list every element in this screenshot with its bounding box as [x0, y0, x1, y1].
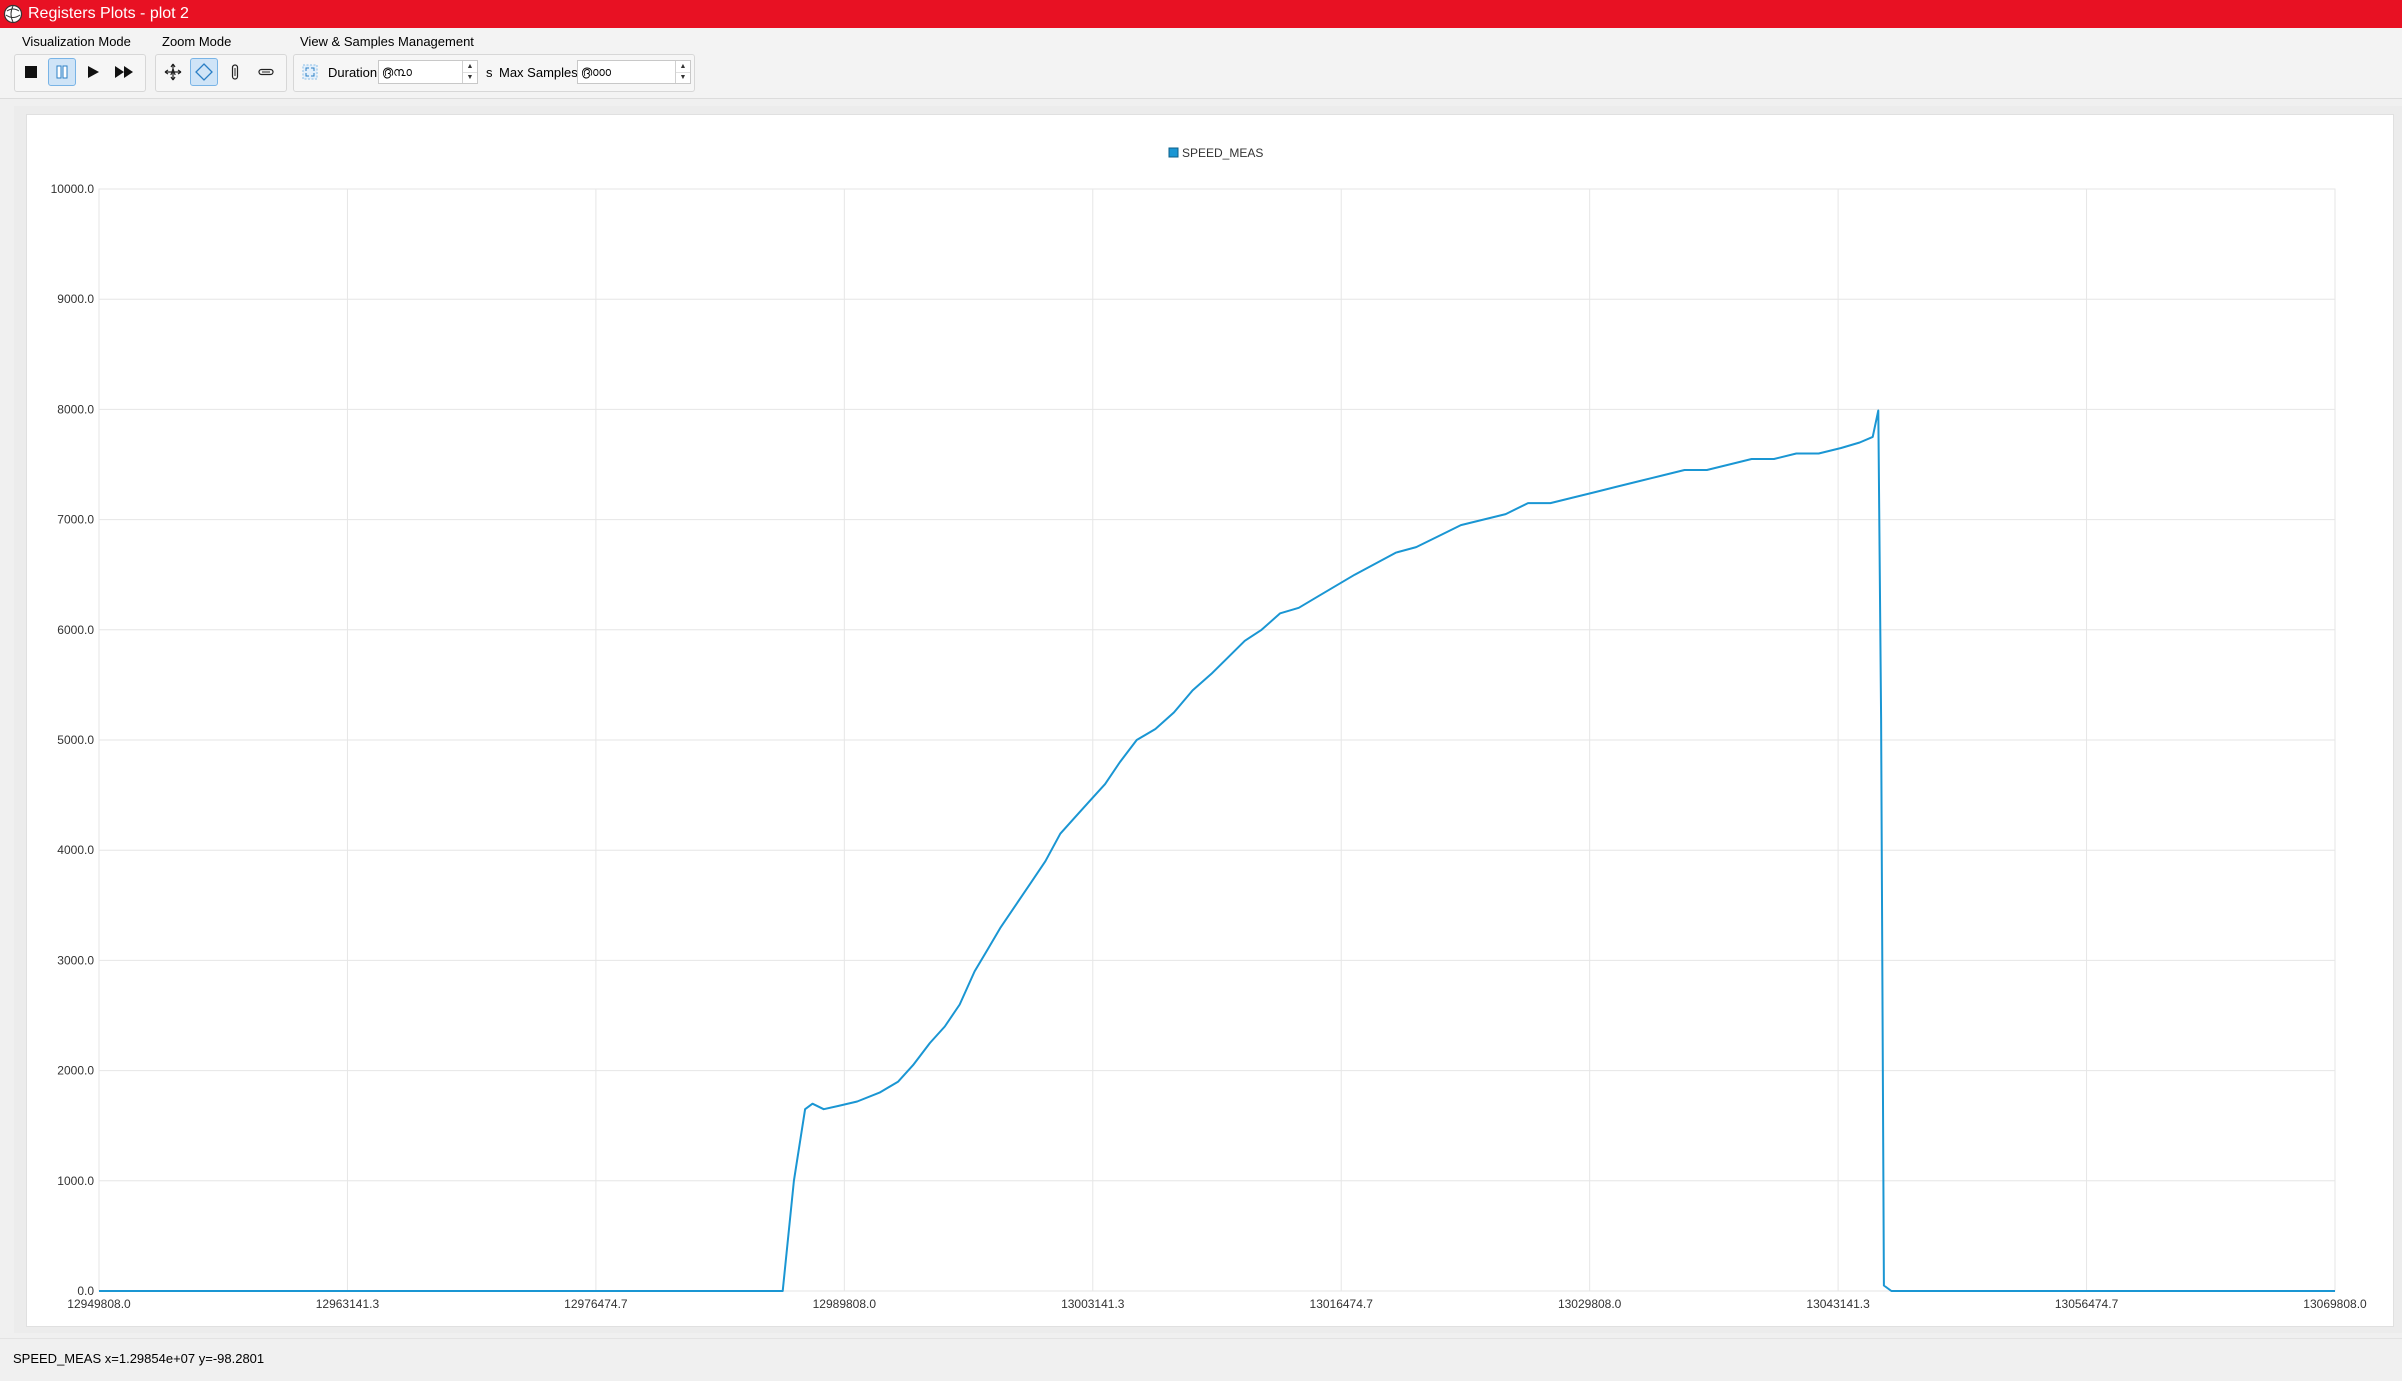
fast-forward-button[interactable] — [110, 58, 138, 86]
x-tick-label: 13029808.0 — [1558, 1297, 1622, 1311]
visualization-mode-group: Visualization Mode — [14, 26, 146, 108]
globe-logo-icon — [3, 4, 23, 24]
duration-label: Duration — [328, 65, 378, 80]
chart-legend[interactable]: SPEED_MEAS — [1168, 146, 1263, 160]
y-tick-label: 1000.0 — [57, 1174, 94, 1188]
y-tick-label: 0.0 — [77, 1284, 94, 1298]
max-samples-spin-arrows[interactable]: ▲ ▼ — [675, 61, 690, 83]
x-tick-label: 13016474.7 — [1310, 1297, 1374, 1311]
fit-view-icon — [302, 64, 318, 80]
svg-text:A: A — [170, 68, 176, 77]
view-samples-label: View & Samples Management — [300, 34, 474, 49]
zoom-auto-button[interactable]: A — [159, 58, 187, 86]
duration-spin-arrows[interactable]: ▲ ▼ — [462, 61, 477, 83]
status-bar: SPEED_MEAS x=1.29854e+07 y=-98.2801 — [0, 1338, 2402, 1381]
y-tick-label: 4000.0 — [57, 843, 94, 857]
speed-chart[interactable]: 12949808.0 12963141.3 12976474.7 12989808.0… — [27, 115, 2393, 1326]
x-tick-label: 13056474.7 — [2055, 1297, 2119, 1311]
chart-grid — [98, 188, 2336, 1292]
zoom-horizontal-icon — [258, 68, 274, 76]
max-samples-up-arrow-icon[interactable]: ▲ — [679, 62, 687, 70]
title-bar: Registers Plots - plot 2 — [0, 0, 2402, 28]
duration-input[interactable] — [379, 61, 462, 83]
toolbar: Visualization Mode Zoom Mode A — [0, 28, 2402, 99]
zoom-mode-group: Zoom Mode A — [155, 26, 287, 108]
y-tick-label: 2000.0 — [57, 1064, 94, 1078]
y-tick-label: 8000.0 — [57, 402, 94, 416]
x-tick-label: 13003141.3 — [1061, 1297, 1125, 1311]
series-line-speed-meas — [99, 409, 2335, 1292]
x-tick-label: 12989808.0 — [813, 1297, 877, 1311]
duration-spinbox[interactable]: ▲ ▼ — [378, 60, 478, 84]
duration-up-arrow-icon[interactable]: ▲ — [466, 62, 474, 70]
stop-icon — [25, 66, 37, 78]
cursor-readout: SPEED_MEAS x=1.29854e+07 y=-98.2801 — [13, 1351, 265, 1366]
x-axis-ticks: 12949808.0 12963141.3 12976474.7 12989808.0… — [67, 1297, 2367, 1311]
y-tick-label: 3000.0 — [57, 953, 94, 967]
zoom-mode-label: Zoom Mode — [162, 34, 232, 49]
duration-unit: s — [486, 65, 493, 80]
plot-frame: 12949808.0 12963141.3 12976474.7 12989808.0… — [14, 106, 2402, 1333]
stop-button[interactable] — [17, 58, 45, 86]
y-tick-label: 10000.0 — [51, 182, 95, 196]
window-title: Registers Plots - plot 2 — [28, 5, 189, 22]
zoom-auto-icon: A — [164, 63, 182, 81]
zoom-vertical-button[interactable] — [221, 58, 249, 86]
plot-area[interactable]: 12949808.0 12963141.3 12976474.7 12989808.0… — [26, 114, 2394, 1327]
view-samples-group: View & Samples Management Duration ▲ ▼ s… — [293, 26, 695, 108]
pause-icon — [56, 65, 68, 79]
duration-down-arrow-icon[interactable]: ▼ — [463, 71, 477, 84]
max-samples-label: Max Samples — [499, 65, 578, 80]
chart-series — [99, 409, 2335, 1292]
zoom-vertical-icon — [231, 64, 239, 80]
y-tick-label: 5000.0 — [57, 733, 94, 747]
max-samples-down-arrow-icon[interactable]: ▼ — [676, 71, 690, 84]
x-tick-label: 12949808.0 — [67, 1297, 131, 1311]
x-tick-label: 13043141.3 — [1806, 1297, 1870, 1311]
zoom-mode-box: A — [155, 54, 287, 92]
play-icon — [88, 66, 99, 78]
x-tick-label: 13069808.0 — [2303, 1297, 2367, 1311]
zoom-both-button[interactable] — [190, 58, 218, 86]
max-samples-input[interactable] — [578, 61, 675, 83]
y-tick-label: 6000.0 — [57, 623, 94, 637]
fast-forward-icon — [115, 66, 133, 78]
x-tick-label: 12976474.7 — [564, 1297, 628, 1311]
y-tick-label: 9000.0 — [57, 292, 94, 306]
y-axis-ticks: 10000.0 9000.0 8000.0 7000.0 6000.0 5000.0 400… — [51, 182, 95, 1298]
legend-label[interactable]: SPEED_MEAS — [1182, 146, 1263, 160]
fit-view-button[interactable] — [296, 58, 324, 86]
zoom-both-icon — [195, 63, 213, 81]
visualization-mode-label: Visualization Mode — [22, 34, 131, 49]
pause-button[interactable] — [48, 58, 76, 86]
y-tick-label: 7000.0 — [57, 513, 94, 527]
x-tick-label: 12963141.3 — [316, 1297, 380, 1311]
visualization-mode-box — [14, 54, 146, 92]
view-samples-box: Duration ▲ ▼ s Max Samples ▲ ▼ — [293, 54, 695, 92]
max-samples-spinbox[interactable]: ▲ ▼ — [577, 60, 691, 84]
play-button[interactable] — [79, 58, 107, 86]
legend-swatch — [1168, 147, 1179, 158]
zoom-horizontal-button[interactable] — [252, 58, 280, 86]
